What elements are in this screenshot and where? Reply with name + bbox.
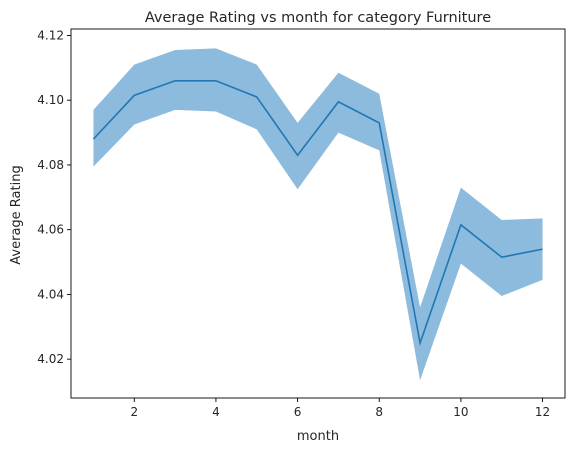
y-tick-label: 4.06	[37, 223, 64, 237]
y-tick-label: 4.10	[37, 93, 64, 107]
y-tick-label: 4.08	[37, 158, 64, 172]
y-tick-label: 4.12	[37, 28, 64, 42]
chart-title: Average Rating vs month for category Fur…	[145, 10, 491, 26]
x-tick-label: 2	[130, 405, 138, 419]
x-tick-label: 8	[375, 405, 383, 419]
y-axis: 4.02 4.04 4.06 4.08 4.10 4.12	[37, 28, 71, 366]
x-tick-label: 6	[294, 405, 302, 419]
y-tick-label: 4.02	[37, 352, 64, 366]
x-axis: 2 4 6 8 10 12	[130, 398, 550, 419]
plot-area	[92, 48, 543, 381]
series-line	[92, 79, 543, 347]
confidence-band	[93, 48, 543, 381]
x-tick-label: 12	[535, 405, 550, 419]
x-tick-label: 10	[453, 405, 468, 419]
y-tick-label: 4.04	[37, 287, 64, 301]
y-axis-label: Average Rating	[9, 165, 24, 264]
x-axis-label: month	[297, 429, 339, 444]
plot-frame	[70, 28, 566, 399]
x-tick-label: 4	[212, 405, 220, 419]
